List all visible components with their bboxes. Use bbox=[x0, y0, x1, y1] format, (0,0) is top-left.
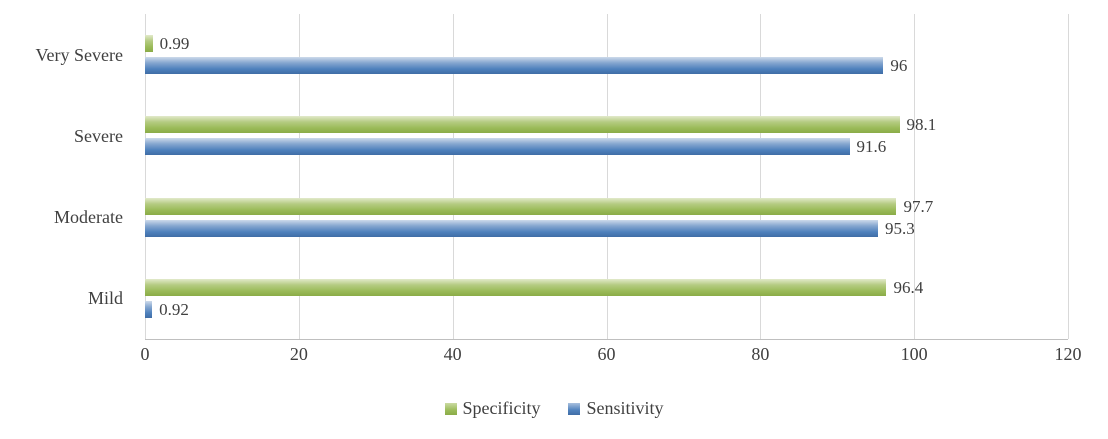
sensitivity-bar bbox=[145, 219, 879, 237]
plot-area: 0.99 96 98.1 91.6 97.7 95.3 96.4 0.92 bbox=[145, 14, 1069, 339]
bar-row: 0.99 96 bbox=[145, 14, 1068, 95]
legend-label-sensitivity: Sensitivity bbox=[586, 398, 664, 418]
bar-row: 98.1 91.6 bbox=[145, 95, 1068, 176]
x-tick-label: 40 bbox=[443, 344, 462, 364]
gridline bbox=[914, 14, 916, 339]
legend: Specificity Sensitivity bbox=[0, 398, 1108, 419]
gridline bbox=[760, 14, 762, 339]
data-label: 0.92 bbox=[159, 299, 189, 319]
specificity-bar-line: 97.7 bbox=[145, 196, 1068, 216]
category-axis: Very Severe Severe Moderate Mild bbox=[0, 14, 133, 339]
specificity-bar bbox=[145, 35, 153, 53]
data-label: 96.4 bbox=[893, 277, 924, 297]
sensitivity-bar bbox=[145, 138, 850, 156]
legend-label-specificity: Specificity bbox=[462, 398, 541, 418]
gridline bbox=[145, 14, 146, 339]
gridline bbox=[1068, 14, 1069, 339]
sensitivity-bar-line: 91.6 bbox=[145, 137, 1068, 157]
sensitivity-bar-line: 95.3 bbox=[145, 218, 1068, 238]
category-label: Very Severe bbox=[35, 44, 123, 65]
data-label: 98.1 bbox=[906, 115, 937, 135]
data-label: 96 bbox=[890, 56, 908, 76]
sensitivity-bar bbox=[145, 57, 884, 75]
gridline bbox=[452, 14, 454, 339]
bar-rows: 0.99 96 98.1 91.6 97.7 95.3 96.4 0.92 bbox=[145, 14, 1068, 339]
legend-marker-sensitivity-icon bbox=[568, 402, 581, 415]
x-tick-label: 0 bbox=[140, 344, 150, 364]
specificity-bar-line: 98.1 bbox=[145, 115, 1068, 135]
specificity-bar bbox=[145, 278, 887, 296]
chart-body: Very Severe Severe Moderate Mild 0.99 96 98.1… bbox=[0, 14, 1108, 339]
category-label: Moderate bbox=[54, 207, 123, 228]
specificity-bar bbox=[145, 116, 900, 134]
category-label: Severe bbox=[74, 125, 123, 146]
x-tick-label: 100 bbox=[900, 344, 928, 364]
specificity-bar-line: 0.99 bbox=[145, 34, 1068, 54]
specificity-bar bbox=[145, 197, 897, 215]
x-axis-line bbox=[145, 339, 1068, 340]
bar-row: 97.7 95.3 bbox=[145, 177, 1068, 258]
legend-item-sensitivity: Sensitivity bbox=[568, 398, 664, 419]
x-tick-label: 120 bbox=[1054, 344, 1082, 364]
x-tick-label: 20 bbox=[289, 344, 308, 364]
data-label: 91.6 bbox=[856, 137, 887, 157]
data-label: 95.3 bbox=[885, 218, 915, 238]
gridline bbox=[606, 14, 608, 339]
specificity-bar-line: 96.4 bbox=[145, 277, 1068, 297]
sensitivity-bar-line: 96 bbox=[145, 56, 1068, 76]
x-axis: 0 20 40 60 80 100 120 bbox=[141, 344, 1082, 368]
legend-item-specificity: Specificity bbox=[444, 398, 541, 419]
legend-marker-specificity-icon bbox=[444, 402, 457, 415]
sensitivity-bar bbox=[145, 300, 153, 318]
x-tick-label: 60 bbox=[597, 344, 616, 364]
data-label: 97.7 bbox=[903, 196, 934, 216]
data-label: 0.99 bbox=[159, 34, 190, 54]
gridline bbox=[298, 14, 300, 339]
bar-row: 96.4 0.92 bbox=[145, 258, 1068, 339]
sensitivity-bar-line: 0.92 bbox=[145, 299, 1068, 319]
x-tick-label: 80 bbox=[751, 344, 770, 364]
category-label: Mild bbox=[87, 288, 123, 309]
